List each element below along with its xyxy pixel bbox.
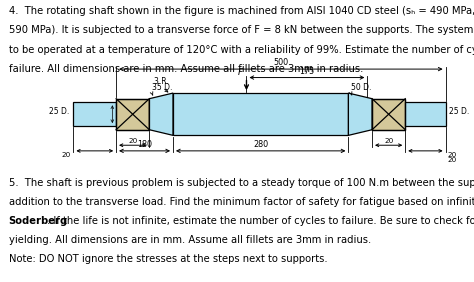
Text: 20: 20	[128, 138, 137, 144]
Text: Soderberg: Soderberg	[9, 216, 68, 226]
Text: 20: 20	[384, 138, 393, 144]
Text: 500: 500	[273, 58, 288, 67]
Text: 35 D.: 35 D.	[152, 83, 172, 92]
Text: failure. All dimensions are in mm. Assume all fillets are 3mm in radius.: failure. All dimensions are in mm. Assum…	[9, 64, 363, 74]
Text: 20: 20	[448, 152, 457, 158]
Text: Note: DO NOT ignore the stresses at the steps next to supports.: Note: DO NOT ignore the stresses at the …	[9, 254, 327, 264]
Text: 180: 180	[137, 140, 152, 149]
Text: 175: 175	[299, 67, 315, 76]
Bar	[73, 102, 116, 126]
Bar	[405, 102, 446, 126]
Text: 20: 20	[448, 157, 457, 163]
Text: addition to the transverse load. Find the minimum factor of safety for fatigue b: addition to the transverse load. Find th…	[9, 197, 474, 207]
Text: 3 R.: 3 R.	[154, 77, 169, 86]
Text: 4.  The rotating shaft shown in the figure is machined from AISI 1040 CD steel (: 4. The rotating shaft shown in the figur…	[9, 6, 474, 16]
Text: F: F	[237, 68, 243, 77]
Text: yielding. All dimensions are in mm. Assume all fillets are 3mm in radius.: yielding. All dimensions are in mm. Assu…	[9, 235, 371, 245]
Text: 25 D.: 25 D.	[49, 107, 70, 116]
Text: 25 D.: 25 D.	[449, 107, 470, 116]
Text: 5.  The shaft is previous problem is subjected to a steady torque of 100 N.m bet: 5. The shaft is previous problem is subj…	[9, 178, 474, 188]
Bar	[372, 99, 405, 130]
Text: 280: 280	[253, 140, 268, 149]
Bar	[116, 99, 149, 130]
Polygon shape	[348, 93, 372, 135]
Bar	[116, 99, 149, 130]
Text: to be operated at a temperature of 120°C with a reliability of 99%. Estimate the: to be operated at a temperature of 120°C…	[9, 45, 474, 54]
Text: 20: 20	[62, 152, 71, 158]
Bar	[372, 99, 405, 130]
Text: . If the life is not infinite, estimate the number of cycles to failure. Be sure: . If the life is not infinite, estimate …	[47, 216, 474, 226]
Polygon shape	[149, 93, 173, 135]
Text: 50 D.: 50 D.	[351, 83, 371, 92]
Text: 590 MPa). It is subjected to a transverse force of F = 8 kN between the supports: 590 MPa). It is subjected to a transvers…	[9, 25, 474, 35]
Bar	[173, 93, 348, 135]
